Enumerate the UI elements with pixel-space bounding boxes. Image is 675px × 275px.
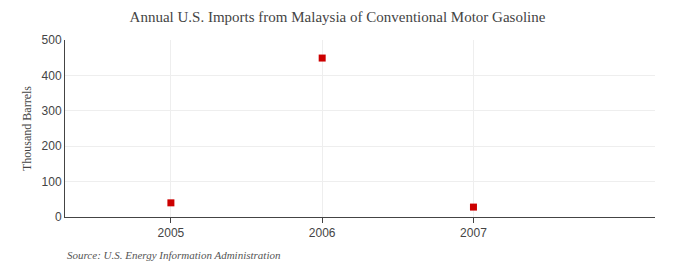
svg-text:500: 500 [42,33,62,47]
svg-text:100: 100 [42,175,62,189]
svg-text:Source: U.S. Energy Informatio: Source: U.S. Energy Information Administ… [67,249,281,261]
svg-text:Thousand Barrels: Thousand Barrels [20,86,34,171]
svg-text:0: 0 [55,210,62,224]
svg-text:2005: 2005 [158,226,185,240]
svg-text:400: 400 [42,69,62,83]
svg-text:300: 300 [42,104,62,118]
svg-text:200: 200 [42,139,62,153]
svg-text:2006: 2006 [309,226,336,240]
svg-text:Annual U.S. Imports from Malay: Annual U.S. Imports from Malaysia of Con… [130,9,546,25]
svg-text:2007: 2007 [460,226,487,240]
